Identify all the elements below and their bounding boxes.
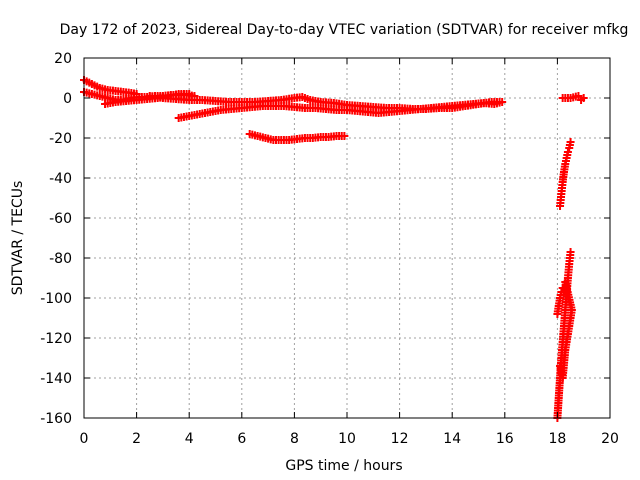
y-tick-label: -80 bbox=[49, 251, 72, 267]
y-tick-label: -120 bbox=[40, 331, 72, 347]
data-points bbox=[80, 76, 588, 422]
data-point bbox=[340, 132, 349, 140]
x-axis-label: GPS time / hours bbox=[285, 458, 402, 474]
data-point bbox=[498, 98, 507, 106]
x-tick-label: 18 bbox=[548, 431, 566, 447]
y-tick-label: -60 bbox=[49, 211, 72, 227]
data-point bbox=[566, 138, 575, 146]
y-tick-label: -40 bbox=[49, 171, 72, 187]
x-tick-label: 12 bbox=[391, 431, 409, 447]
x-tick-label: 10 bbox=[338, 431, 356, 447]
data-point bbox=[579, 94, 588, 102]
chart-title: Day 172 of 2023, Sidereal Day-to-day VTE… bbox=[60, 22, 629, 38]
y-tick-label: 20 bbox=[54, 51, 72, 67]
data-point bbox=[561, 278, 570, 286]
x-tick-label: 20 bbox=[601, 431, 619, 447]
data-point bbox=[566, 248, 575, 256]
x-tick-label: 4 bbox=[185, 431, 194, 447]
y-tick-label: -160 bbox=[40, 411, 72, 427]
y-axis-label: SDTVAR / TECUs bbox=[10, 181, 26, 296]
x-tick-label: 2 bbox=[132, 431, 141, 447]
axis-ticks: 0 2 4 6 8 10 12 14 16 18 20 20 0 -20 -40 -60 -80 -100 -120… bbox=[40, 51, 619, 447]
data-point bbox=[563, 148, 572, 156]
y-tick-label: -100 bbox=[40, 291, 72, 307]
x-tick-label: 14 bbox=[443, 431, 461, 447]
y-tick-label: 0 bbox=[63, 91, 72, 107]
x-tick-label: 8 bbox=[290, 431, 299, 447]
x-tick-label: 6 bbox=[237, 431, 246, 447]
y-tick-label: -140 bbox=[40, 371, 72, 387]
x-tick-label: 16 bbox=[496, 431, 514, 447]
x-tick-label: 0 bbox=[80, 431, 89, 447]
y-tick-label: -20 bbox=[49, 131, 72, 147]
